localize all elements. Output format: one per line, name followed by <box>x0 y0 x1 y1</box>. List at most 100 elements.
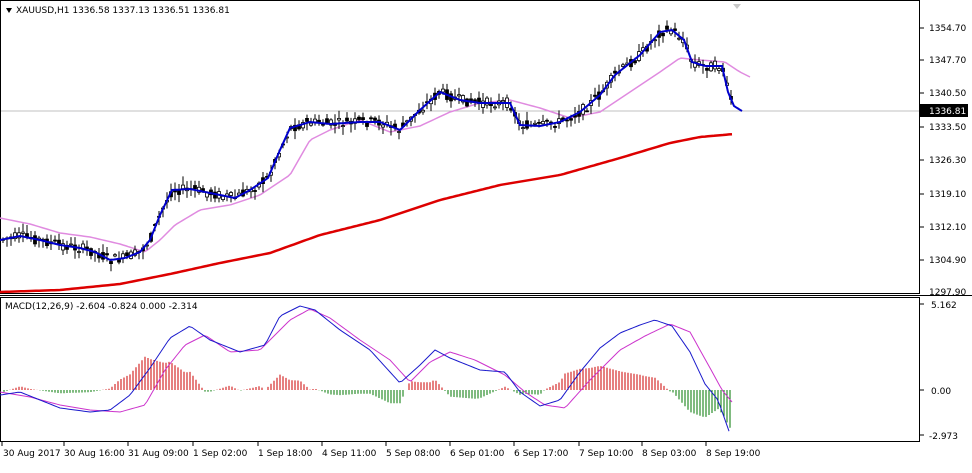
macd-histogram-layer <box>3 356 731 428</box>
candle-body <box>501 100 505 103</box>
candle-body <box>493 106 497 109</box>
candle-body <box>673 28 677 31</box>
candle-body <box>253 190 257 192</box>
candle-body <box>361 117 365 120</box>
macd-tick: 0.00 <box>931 387 951 397</box>
candle-body <box>677 37 681 40</box>
scroll-marker-icon[interactable] <box>733 4 741 9</box>
candle-body <box>661 32 665 37</box>
candle-body <box>521 127 525 129</box>
symbol-info: XAUUSD,H1 1336.58 1337.13 1336.51 1336.8… <box>16 6 230 16</box>
time-label: 8 Sep 19:00 <box>706 449 761 459</box>
time-label: 5 Sep 08:00 <box>386 449 441 459</box>
candle-body <box>109 261 113 264</box>
price-tick: 1347.70 <box>929 56 966 66</box>
macd-info: MACD(12,26,9) -2.604 -0.824 0.000 -2.314 <box>5 302 198 312</box>
time-label: 6 Sep 17:00 <box>514 449 569 459</box>
candle-body <box>177 189 181 195</box>
price-tick: 1297.90 <box>929 288 966 298</box>
price-axis: 1354.70 1347.70 1340.50 1333.50 1326.30 … <box>929 24 966 298</box>
price-tick: 1312.10 <box>929 223 966 233</box>
candle-body <box>293 124 297 132</box>
candle-body <box>461 95 465 103</box>
price-tick: 1326.30 <box>929 156 966 166</box>
price-tick: 1354.70 <box>929 24 966 34</box>
candle-body <box>69 243 73 246</box>
candle-body <box>57 239 61 245</box>
macd-lines-layer <box>0 305 733 432</box>
macd-tick: -2.973 <box>929 432 958 442</box>
time-label: 8 Sep 03:00 <box>642 449 697 459</box>
candle-body <box>125 252 129 257</box>
time-label: 7 Sep 10:00 <box>579 449 634 459</box>
candle-body <box>717 68 721 71</box>
candle-body <box>665 25 669 30</box>
candle-body <box>61 243 65 251</box>
time-axis: 30 Aug 2017 30 Aug 16:00 31 Aug 09:00 1 … <box>3 449 761 459</box>
candle-body <box>181 184 185 190</box>
candle-body <box>533 122 537 125</box>
macd-axis: 5.162 0.00 -2.973 <box>920 301 958 442</box>
candle-body <box>229 192 233 196</box>
macd-pane[interactable] <box>0 297 920 442</box>
fast-ma-layer <box>0 28 743 262</box>
candle-body <box>53 239 57 242</box>
candle-body <box>585 110 589 113</box>
price-tick: 1304.90 <box>929 256 966 266</box>
candle-body <box>465 98 469 107</box>
fast-ma-line <box>0 28 743 262</box>
candle-body <box>545 119 549 122</box>
candle-body <box>537 122 541 124</box>
price-tick-marks <box>920 27 924 261</box>
mid-ma-layer <box>0 57 751 253</box>
candle-body <box>309 122 313 126</box>
candle-body <box>613 70 617 74</box>
macd-tick: 5.162 <box>931 301 957 311</box>
candle-body <box>329 119 333 126</box>
time-tick-marks <box>1 442 707 446</box>
candle-body <box>345 117 349 122</box>
candle-body <box>381 124 385 128</box>
expand-arrow-icon[interactable] <box>6 8 12 13</box>
candle-body <box>337 118 341 121</box>
candle-body <box>421 109 425 113</box>
time-label: 1 Sep 02:00 <box>193 449 248 459</box>
candle-body <box>565 119 569 122</box>
candle-body <box>441 88 445 93</box>
current-price-label: 1336.81 <box>929 107 966 117</box>
slow-ma-line <box>0 132 733 294</box>
candle-body <box>373 117 377 121</box>
candle-body <box>305 118 309 122</box>
price-tick: 1340.50 <box>929 89 966 99</box>
candle-body <box>193 185 197 190</box>
candle-body <box>569 118 573 121</box>
candle-body <box>457 94 461 97</box>
candle-body <box>481 100 485 108</box>
candle-body <box>541 121 545 125</box>
price-tick: 1319.10 <box>929 190 966 200</box>
candle-body <box>341 125 345 127</box>
candle-body <box>621 64 625 67</box>
current-price-badge <box>920 104 968 117</box>
candle-body <box>369 117 373 120</box>
time-label: 30 Aug 2017 <box>3 449 61 459</box>
candle-body <box>85 246 89 250</box>
candle-body <box>633 60 637 64</box>
time-label: 30 Aug 16:00 <box>64 449 125 459</box>
time-label: 31 Aug 09:00 <box>128 449 189 459</box>
candle-body <box>77 251 81 253</box>
mid-ma-line <box>0 57 751 253</box>
slow-ma-layer <box>0 132 733 294</box>
time-label: 6 Sep 01:00 <box>450 449 505 459</box>
macd-main-line <box>0 305 730 432</box>
time-label: 1 Sep 18:00 <box>258 449 313 459</box>
candle-body <box>553 126 557 128</box>
time-label: 4 Sep 11:00 <box>322 449 377 459</box>
candle-body <box>105 253 109 256</box>
price-tick: 1333.50 <box>929 123 966 133</box>
candle-body <box>357 116 361 120</box>
candle-body <box>485 97 489 106</box>
candle-body <box>113 254 117 257</box>
